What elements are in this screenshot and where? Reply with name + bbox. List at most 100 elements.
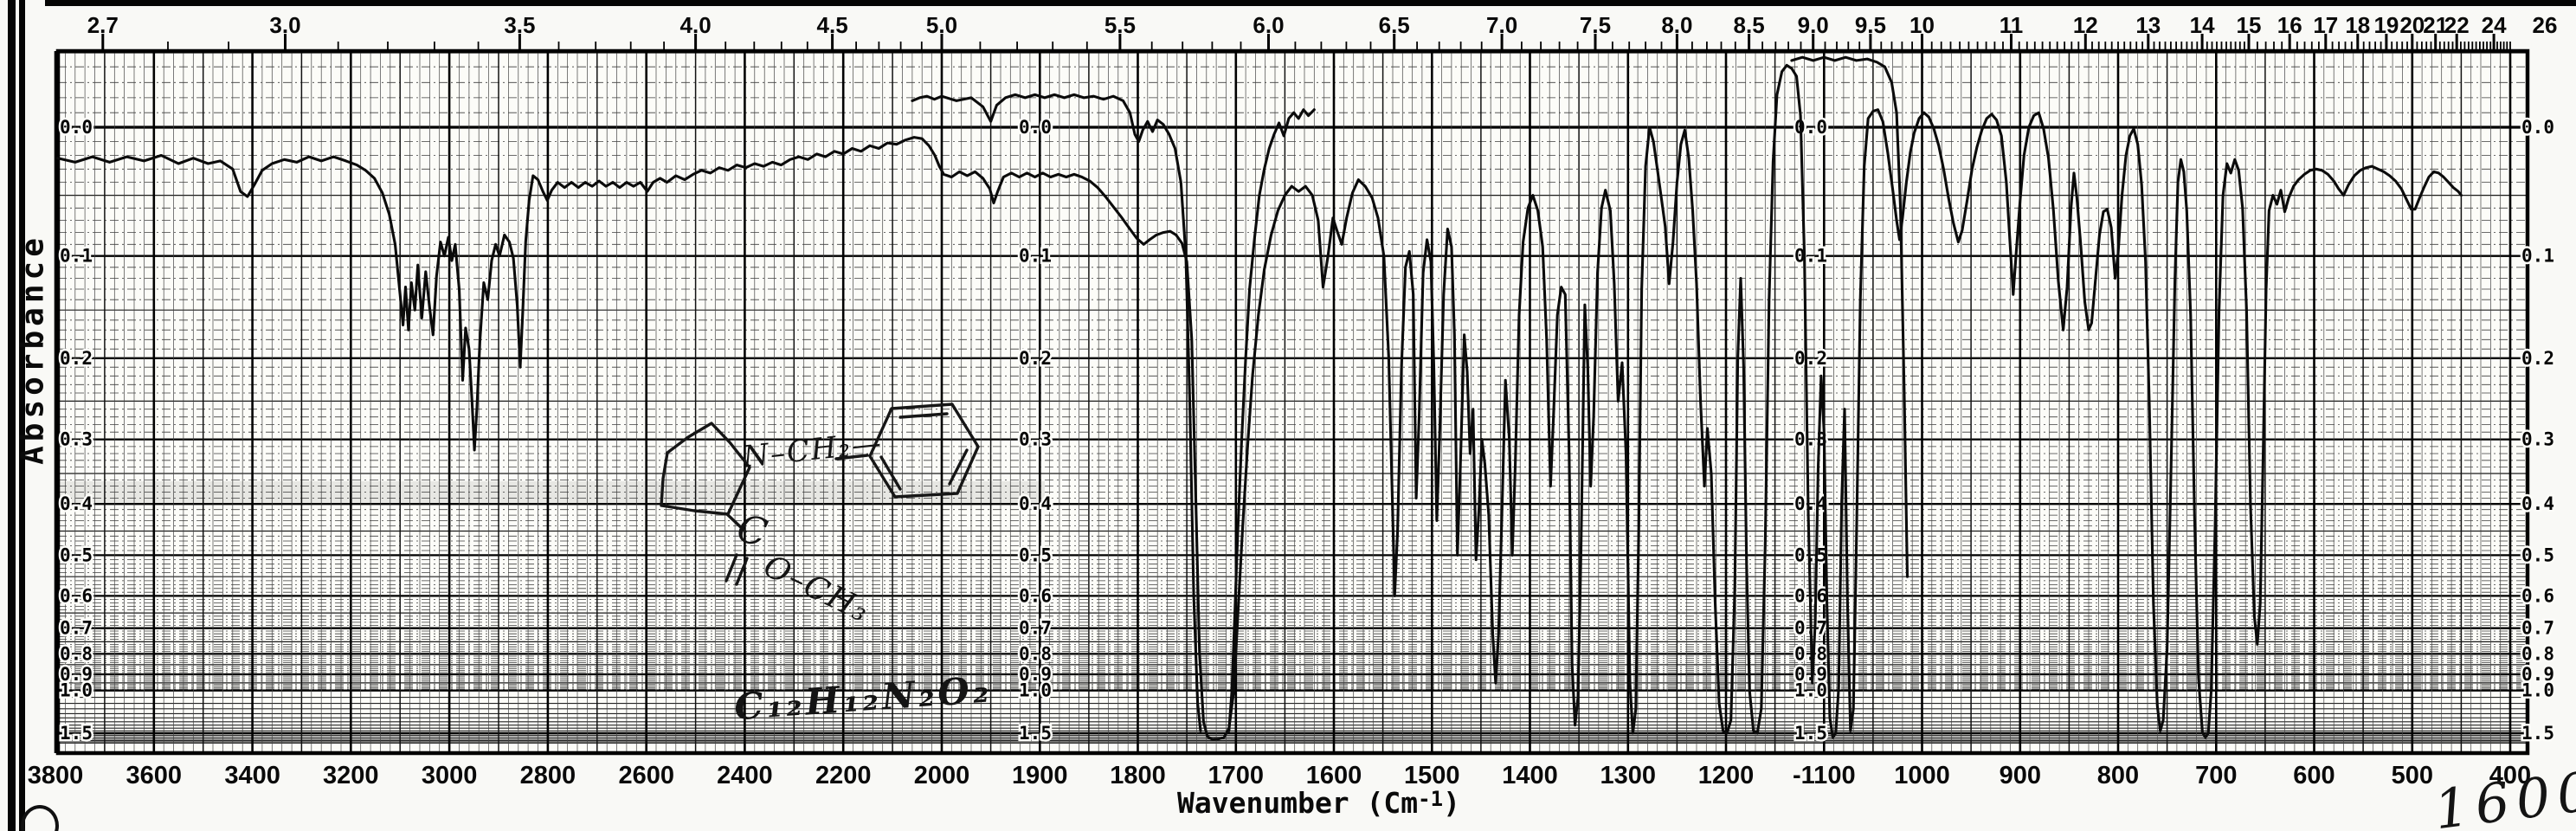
absorbance-scale-label: 0.4 [60, 493, 93, 514]
bottom-axis-label: 1300 [1600, 762, 1657, 789]
top-axis-label: 22 [2444, 12, 2470, 38]
x-axis-title-sup: -1 [1418, 787, 1444, 811]
top-axis-label: 4.5 [817, 12, 848, 38]
structure-drawing [660, 403, 980, 586]
top-axis-label: 21 [2423, 12, 2448, 38]
spectrum-trace-second-scan-1135-1015 [1790, 55, 1909, 578]
absorbance-scale-label: 0.8 [60, 643, 93, 664]
absorbance-scale-label: 0.1 [1019, 246, 1052, 267]
top-axis-label: 16 [2277, 12, 2302, 38]
absorbance-scale-label: 0.8 [1019, 643, 1052, 664]
absorbance-scale-label: 0.3 [60, 429, 93, 450]
corner-circle-mark [21, 805, 59, 831]
x-axis-title-unit-close: ) [1443, 786, 1460, 820]
top-axis-label: 9.5 [1855, 12, 1886, 38]
absorbance-scale-label: 0.5 [1019, 544, 1052, 565]
absorbance-scale-label: 0.7 [1019, 618, 1052, 639]
top-axis-labels: 2.7 3.0 3.5 4.0 4.5 5.0 5.5 6.0 6.5 7.0 7.5 8.0 8.5 9… [87, 12, 2558, 38]
absorbance-scale-label: 0.7 [60, 618, 93, 639]
absorbance-scale-label: 0.3 [1019, 429, 1052, 450]
absorbance-scale-label: 0.5 [1794, 544, 1827, 565]
absorbance-scale-label: 0.3 [1794, 429, 1827, 450]
bottom-axis-label: 2000 [914, 762, 970, 789]
scan-edge-artifact-left-2 [19, 0, 25, 831]
bottom-axis-label: 1800 [1110, 762, 1166, 789]
top-axis-label: 9.0 [1798, 12, 1829, 38]
structure-bond-ring-carbonyl [725, 512, 747, 533]
grid-horizontal [58, 52, 2528, 744]
bottom-axis-label: 3600 [126, 762, 183, 789]
top-axis-label: 13 [2135, 12, 2161, 38]
absorbance-scale-label: 0.1 [1794, 246, 1827, 267]
top-axis-ticks [101, 34, 2511, 51]
bottom-axis-label: 2800 [520, 762, 576, 789]
bottom-axis-label: 1500 [1404, 762, 1460, 789]
absorbance-scale-label: 0.1 [60, 246, 93, 267]
grid-vertical [54, 51, 2512, 753]
bottom-axis-label: 1900 [1012, 762, 1068, 789]
bottom-axis-label: 2200 [815, 762, 872, 789]
bottom-axis-label: 3400 [224, 762, 280, 789]
bottom-axis-label: 3200 [323, 762, 379, 789]
top-axis-label: 3.5 [504, 12, 535, 38]
x-axis-title-unit-open: (Cm [1366, 786, 1419, 820]
x-axis-title: Wavenumber (Cm-1) [1177, 786, 1460, 820]
absorbance-scale-columns: 0.00.10.20.30.40.50.60.70.80.91.01.50.00… [58, 115, 2557, 746]
bottom-axis-label: 3000 [422, 762, 478, 789]
top-axis-label: 6.5 [1379, 12, 1410, 38]
absorbance-scale-label: 1.0 [2521, 680, 2554, 701]
bottom-axis-label: 700 [2195, 762, 2237, 789]
absorbance-scale-label: 0.6 [60, 585, 93, 606]
structure-bond-ch2-phenyl [834, 454, 869, 461]
absorbance-scale-label: 0.0 [2521, 117, 2554, 138]
absorbance-scale-label: 0.2 [1794, 348, 1827, 369]
top-axis-label: 17 [2313, 12, 2338, 38]
absorbance-scale-label: 0.2 [1019, 348, 1052, 369]
top-axis-label: 10 [1909, 12, 1935, 38]
bottom-axis-label: -1100 [1793, 762, 1856, 789]
absorbance-scale-label: 0.6 [2521, 585, 2554, 606]
spectrum-trace-main-scan [56, 63, 2463, 741]
bottom-axis-label: 1700 [1208, 762, 1265, 789]
structure-benzene-ring [868, 403, 980, 499]
spectrum-traces [56, 55, 2463, 741]
top-axis-label: 4.0 [680, 12, 712, 38]
absorbance-scale-label: 0.2 [2521, 348, 2554, 369]
absorbance-scale-label: 1.0 [1794, 680, 1827, 701]
absorbance-scale-label: 0.2 [60, 348, 93, 369]
bottom-axis-label: 1600 [1306, 762, 1362, 789]
absorbance-scale-label: 1.5 [1794, 723, 1827, 744]
spectrum-trace-second-scan-1710-1620 [1227, 108, 1316, 732]
absorbance-scale-label: 0.9 [1019, 664, 1052, 685]
top-axis-label: 14 [2190, 12, 2215, 38]
absorbance-scale-label: 0.8 [2521, 643, 2554, 664]
structure-pyrrolidine-ring [660, 422, 751, 516]
bottom-axis-labels: 3800 3600 3400 3200 3000 2800 2600 2400 2200 2000… [28, 762, 2531, 789]
top-axis-label: 11 [2000, 12, 2024, 38]
absorbance-scale-label: 1.5 [60, 723, 93, 744]
absorbance-scale-label: 0.4 [1019, 493, 1052, 514]
top-axis-label: 20 [2399, 12, 2425, 38]
top-axis-label: 19 [2373, 12, 2399, 38]
top-axis-label: 7.5 [1580, 12, 1611, 38]
scan-edge-artifact-top [45, 0, 2576, 6]
scan-smudge-band [58, 481, 1045, 505]
scan-edge-artifact-left-1 [8, 0, 16, 831]
top-axis-label: 5.5 [1104, 12, 1136, 38]
absorbance-scale-label: 0.4 [1794, 493, 1827, 514]
absorbance-scale-label: 0.9 [60, 664, 93, 685]
top-axis-label: 8.5 [1734, 12, 1765, 38]
top-axis-label: 5.0 [926, 12, 957, 38]
bottom-axis-label: 800 [2097, 762, 2139, 789]
absorbance-scale-label: 1.5 [2521, 723, 2554, 744]
spectrum-trace-second-scan-2050-1735 [911, 93, 1202, 732]
absorbance-scale-label: 0.3 [2521, 429, 2554, 450]
top-axis-label: 18 [2345, 12, 2370, 38]
top-axis-label: 24 [2482, 12, 2507, 38]
x-axis-title-word: Wavenumber [1177, 786, 1349, 820]
absorbance-scale-label: 0.1 [2521, 246, 2554, 267]
top-axis-label: 7.0 [1486, 12, 1517, 38]
y-axis-title: Absorbance [15, 234, 51, 465]
